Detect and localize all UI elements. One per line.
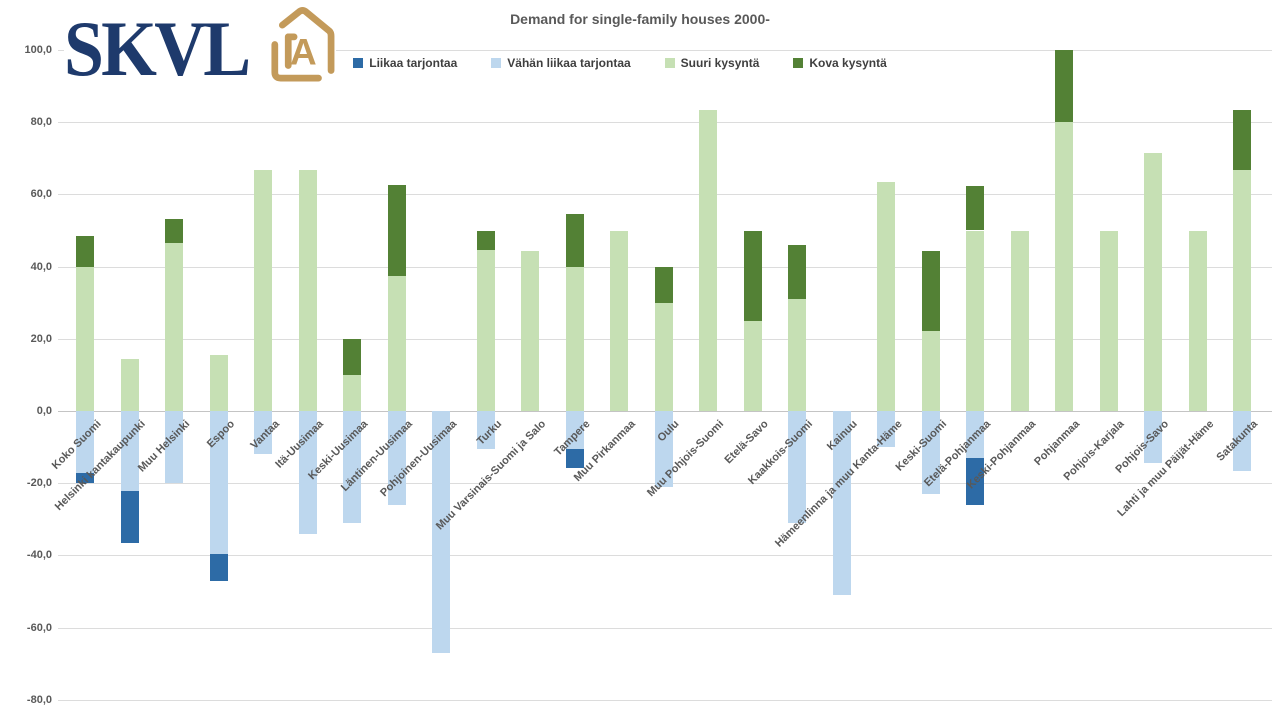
legend-item-1: Vähän liikaa tarjontaa: [491, 56, 631, 70]
y-axis-tick-label: -20,0: [26, 477, 52, 490]
bar-segment-suuri-kysynta: [165, 243, 183, 411]
bar-segment-suuri-kysynta: [1055, 122, 1073, 411]
bar-segment-vahan-liikaa-tarjontaa: [209, 411, 228, 554]
bar-segment-vahan-liikaa-tarjontaa: [120, 411, 139, 492]
bar-segment-vahan-liikaa-tarjontaa: [254, 411, 272, 454]
legend-label: Kova kysyntä: [809, 56, 887, 70]
bar-segment-vahan-liikaa-tarjontaa: [921, 411, 940, 495]
bar-segment-vahan-liikaa-tarjontaa: [788, 411, 806, 523]
bar-segment-vahan-liikaa-tarjontaa: [1144, 411, 1162, 463]
chart-legend: Liikaa tarjontaa Vähän liikaa tarjontaa Su…: [0, 56, 1240, 70]
bar-segment-liikaa-tarjontaa: [966, 457, 984, 505]
y-axis-tick-label: -80,0: [26, 693, 52, 706]
bar-segment-liikaa-tarjontaa: [209, 553, 228, 581]
bar-segment-suuri-kysynta: [1144, 153, 1162, 411]
bar-segment-kova-kysynta: [565, 214, 584, 267]
bar-segment-suuri-kysynta: [209, 355, 228, 411]
gridline: [58, 699, 1272, 701]
bar-segment-kova-kysynta: [966, 186, 984, 231]
bar-segment-liikaa-tarjontaa: [565, 448, 584, 469]
legend-swatch: [793, 58, 804, 68]
bar-segment-suuri-kysynta: [877, 182, 895, 411]
bar-segment-suuri-kysynta: [1188, 230, 1207, 411]
gridline: [58, 194, 1272, 196]
legend-item-2: Suuri kysyntä: [664, 56, 760, 70]
bar-segment-suuri-kysynta: [387, 275, 406, 411]
bar-segment-vahan-liikaa-tarjontaa: [343, 411, 361, 523]
legend-item-0: Liikaa tarjontaa: [353, 56, 457, 70]
bar-segment-vahan-liikaa-tarjontaa: [76, 411, 94, 473]
gridline: [58, 122, 1272, 124]
bar-segment-vahan-liikaa-tarjontaa: [476, 411, 495, 449]
bar-segment-vahan-liikaa-tarjontaa: [1233, 411, 1251, 472]
bar-segment-suuri-kysynta: [565, 266, 584, 411]
bar-segment-vahan-liikaa-tarjontaa: [298, 411, 317, 534]
bar-segment-suuri-kysynta: [521, 250, 539, 411]
bar-segment-kova-kysynta: [654, 266, 673, 303]
bar-segment-vahan-liikaa-tarjontaa: [877, 411, 895, 448]
bar-segment-vahan-liikaa-tarjontaa: [165, 411, 183, 484]
bar-segment-kova-kysynta: [476, 230, 495, 251]
bar-segment-suuri-kysynta: [476, 250, 495, 411]
bar-segment-suuri-kysynta: [298, 170, 317, 411]
legend-label: Suuri kysyntä: [680, 56, 760, 70]
bar-segment-kova-kysynta: [1233, 109, 1251, 171]
legend-swatch: [353, 58, 364, 68]
legend-label: Liikaa tarjontaa: [369, 56, 458, 70]
gridline: [58, 555, 1272, 557]
y-axis-tick-label: 40,0: [30, 260, 52, 273]
bar-segment-suuri-kysynta: [254, 170, 272, 411]
bar-segment-suuri-kysynta: [966, 230, 984, 411]
bar-segment-suuri-kysynta: [1010, 230, 1029, 411]
house-a-icon: A: [258, 5, 342, 94]
gridline: [58, 627, 1272, 629]
bar-segment-suuri-kysynta: [1099, 230, 1118, 411]
bar-segment-kova-kysynta: [743, 230, 762, 321]
bar-segment-suuri-kysynta: [788, 299, 806, 411]
gridline: [58, 50, 1272, 51]
y-axis-tick-label: 100,0: [24, 44, 52, 56]
bar-segment-kova-kysynta: [788, 244, 806, 300]
bar-segment-suuri-kysynta: [120, 359, 139, 411]
bar-segment-vahan-liikaa-tarjontaa: [654, 411, 673, 487]
skvl-logo-text: SKVL: [64, 5, 251, 92]
x-axis-label: Lahti ja muu Päijät-Häme: [1115, 418, 1216, 519]
legend-label: Vähän liikaa tarjontaa: [507, 56, 631, 70]
y-axis-tick-label: 60,0: [30, 188, 52, 201]
bar-segment-kova-kysynta: [1055, 50, 1073, 123]
legend-swatch: [664, 58, 675, 68]
bar-segment-kova-kysynta: [76, 235, 94, 267]
bar-segment-vahan-liikaa-tarjontaa: [832, 411, 851, 596]
bar-segment-suuri-kysynta: [1233, 170, 1251, 411]
bar-segment-suuri-kysynta: [921, 330, 940, 411]
bar-segment-vahan-liikaa-tarjontaa: [387, 411, 406, 505]
bar-segment-suuri-kysynta: [76, 266, 94, 411]
bar-segment-suuri-kysynta: [610, 230, 628, 411]
bar-segment-kova-kysynta: [387, 185, 406, 276]
bar-segment-vahan-liikaa-tarjontaa: [966, 411, 984, 458]
bar-segment-kova-kysynta: [343, 338, 361, 375]
bar-segment-suuri-kysynta: [343, 374, 361, 411]
y-axis-tick-label: 80,0: [30, 116, 52, 129]
y-axis-tick-label: 20,0: [30, 332, 52, 345]
skvl-logo: SKVL A: [64, 6, 336, 92]
bar-segment-vahan-liikaa-tarjontaa: [432, 411, 450, 653]
bar-segment-suuri-kysynta: [699, 110, 717, 411]
bar-segment-kova-kysynta: [921, 250, 940, 331]
y-axis-tick-label: -40,0: [26, 549, 52, 562]
bar-segment-kova-kysynta: [165, 218, 183, 244]
y-axis-tick-label: 0,0: [36, 405, 52, 417]
chart-title: Demand for single-family houses 2000-: [510, 11, 770, 27]
legend-swatch: [491, 58, 502, 68]
bar-segment-suuri-kysynta: [654, 302, 673, 411]
y-axis-tick-label: -60,0: [26, 621, 52, 634]
bar-segment-liikaa-tarjontaa: [76, 472, 94, 484]
bar-segment-liikaa-tarjontaa: [120, 491, 139, 543]
legend-item-3: Kova kysyntä: [793, 56, 887, 70]
bar-segment-suuri-kysynta: [743, 320, 762, 411]
svg-text:A: A: [290, 31, 317, 72]
bar-segment-vahan-liikaa-tarjontaa: [565, 411, 584, 449]
